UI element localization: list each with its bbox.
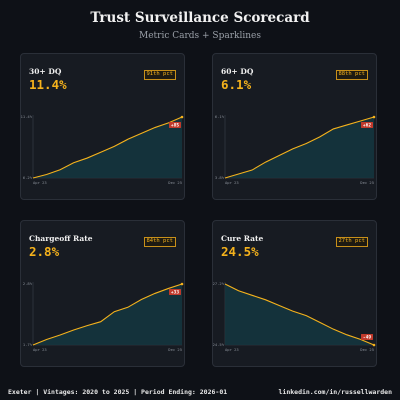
series-line <box>224 283 375 346</box>
card-value: 2.8% <box>29 244 60 259</box>
footer-info: Exeter | Vintages: 2020 to 2025 | Period… <box>8 388 228 396</box>
card-value: 6.1% <box>221 77 252 92</box>
x-tick-label-start: Apr 23 <box>33 347 47 352</box>
x-tick-label-end: Dec 25 <box>360 180 374 185</box>
change-badge <box>361 122 373 128</box>
change-badge <box>169 122 181 128</box>
y-tick-label-bottom: 1.7% <box>23 342 33 347</box>
x-tick-label-end: Dec 25 <box>360 347 374 352</box>
series-end-point <box>372 115 376 119</box>
series-area <box>33 284 182 345</box>
footer-link[interactable]: linkedin.com/in/russellwarden <box>278 388 393 396</box>
card-label: 30+ DQ <box>29 67 62 76</box>
page-subtitle: Metric Cards + Sparklines <box>139 31 261 41</box>
series-end-point <box>180 115 184 119</box>
sparkline: 2.8% 1.7%Apr 23 Dec 25 +33 <box>23 281 184 352</box>
sparkline: 11.4% 6.2%Apr 23 Dec 25 +85 <box>21 114 184 185</box>
x-tick-label-start: Apr 23 <box>225 180 239 185</box>
y-tick-label-top: 2.8% <box>23 281 33 286</box>
header: Trust Surveillance Scorecard Metric Card… <box>0 10 400 41</box>
series-line <box>32 116 183 179</box>
series-end-point <box>372 343 376 347</box>
series-end-point <box>180 282 184 286</box>
x-tick-label-end: Dec 25 <box>168 180 182 185</box>
card-label: Cure Rate <box>221 234 264 243</box>
percentile-badge: 91th pct <box>143 70 176 80</box>
card-label: 60+ DQ <box>221 67 254 76</box>
y-tick-label-bottom: 24.5% <box>213 342 225 347</box>
metric-card-cure-rate: Cure Rate 24.5% 27th pct 27.2% 24.5% Apr 2… <box>212 220 377 367</box>
x-tick-label-end: Dec 25 <box>168 347 182 352</box>
series-line <box>32 283 183 346</box>
change-badge-label: +85 <box>171 123 179 129</box>
page-title: Trust Surveillance Scorecard <box>90 10 310 26</box>
y-tick-label-top: 6.1% <box>215 114 225 119</box>
metric-card-chargeoff-rate: Chargeoff Rate 2.8% 84th pct 2.8% 1.7% Apr… <box>20 220 185 367</box>
change-badge-label: +62 <box>363 123 371 129</box>
card-label: Chargeoff Rate <box>29 234 93 243</box>
sparkline: 6.1% 3.8%Apr 23 Dec 25 +62 <box>215 114 376 185</box>
card-value: 11.4% <box>29 77 67 92</box>
change-badge-label: +33 <box>171 290 179 296</box>
percentile-badge: 88th pct <box>335 70 368 80</box>
series-line <box>224 116 375 179</box>
percentile-badge: 27th pct <box>335 237 368 247</box>
percentile-badge: 84th pct <box>143 237 176 247</box>
x-tick-label-start: Apr 23 <box>33 180 47 185</box>
sparkline: 27.2% 24.5%Apr 23 Dec 25 -49 <box>213 281 376 352</box>
card-value: 24.5% <box>221 244 259 259</box>
change-badge <box>169 289 181 295</box>
x-tick-label-start: Apr 23 <box>225 347 239 352</box>
y-tick-label-bottom: 3.8% <box>215 175 225 180</box>
y-tick-label-bottom: 6.2% <box>23 175 33 180</box>
metric-card-30-dq: 30+ DQ 11.4% 91th pct 11.4% 6.2% Apr 23 Dec… <box>20 53 185 200</box>
series-area <box>225 117 374 178</box>
change-badge-label: -49 <box>363 335 371 341</box>
y-tick-label-top: 11.4% <box>21 114 33 119</box>
change-badge <box>361 334 373 340</box>
y-tick-label-top: 27.2% <box>213 281 225 286</box>
metric-card-60-dq: 60+ DQ 6.1% 88th pct 6.1% 3.8% Apr 23 Dec 2… <box>212 53 377 200</box>
